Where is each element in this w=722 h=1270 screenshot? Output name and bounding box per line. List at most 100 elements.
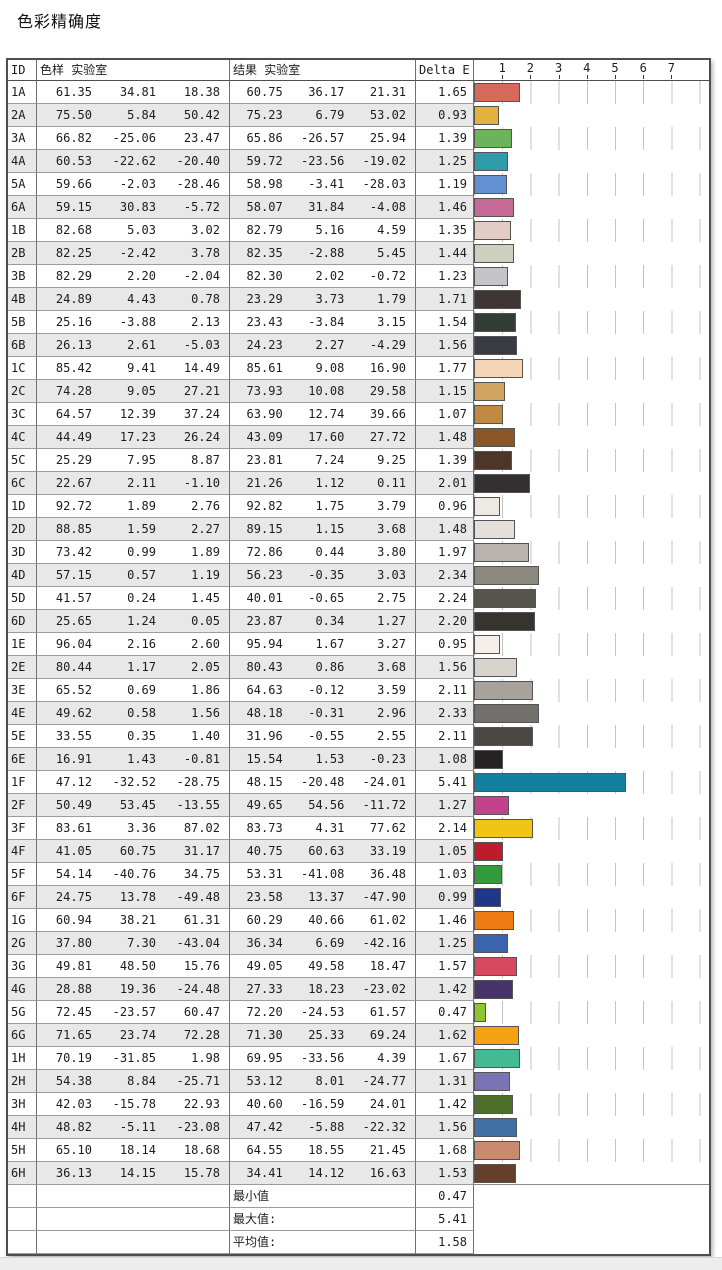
sample-b-value: 14.49 bbox=[183, 361, 220, 375]
result-a-value: 6.69 bbox=[315, 936, 345, 950]
delta-e-bar-cell bbox=[474, 748, 709, 771]
row-id: 4G bbox=[8, 978, 37, 1001]
delta-e-bar bbox=[474, 1003, 486, 1022]
result-l-value: 56.23 bbox=[246, 568, 283, 582]
result-lab-cell: 27.33 18.23 -23.02 bbox=[230, 978, 416, 1001]
result-lab-cell: 23.29 3.73 1.79 bbox=[230, 288, 416, 311]
sample-a-value: 2.11 bbox=[127, 476, 156, 490]
result-l-value: 83.73 bbox=[246, 821, 283, 835]
result-lab-cell: 89.15 1.15 3.68 bbox=[230, 518, 416, 541]
delta-e-value: 2.11 bbox=[416, 679, 474, 702]
axis-tick-label: 7 bbox=[667, 61, 676, 75]
row-id: 5F bbox=[8, 863, 37, 886]
color-accuracy-table: ID 色样 实验室 结果 实验室 Delta E 1 2 3 4 5 6 7 1A 61.3… bbox=[6, 58, 711, 1256]
delta-e-bar bbox=[474, 934, 508, 953]
sample-b-value: -28.46 bbox=[176, 177, 220, 191]
result-b-value: 61.57 bbox=[369, 1005, 407, 1019]
result-a-value: -26.57 bbox=[300, 131, 345, 145]
sample-l-value: 83.61 bbox=[55, 821, 92, 835]
result-l-value: 21.26 bbox=[246, 476, 283, 490]
sample-lab-cell: 24.89 4.43 0.78 bbox=[37, 288, 230, 311]
sample-lab-cell: 47.12 -32.52 -28.75 bbox=[37, 771, 230, 794]
row-id: 3H bbox=[8, 1093, 37, 1116]
result-a-value: -2.88 bbox=[308, 246, 345, 260]
sample-lab-cell: 59.15 30.83 -5.72 bbox=[37, 196, 230, 219]
row-id: 3A bbox=[8, 127, 37, 150]
result-l-value: 23.87 bbox=[246, 614, 283, 628]
sample-l-value: 47.12 bbox=[55, 775, 92, 789]
result-lab-cell: 49.65 54.56 -11.72 bbox=[230, 794, 416, 817]
row-id: 6C bbox=[8, 472, 37, 495]
sample-lab-cell: 44.49 17.23 26.24 bbox=[37, 426, 230, 449]
axis-tick-mark bbox=[502, 75, 504, 79]
result-lab-cell: 82.30 2.02 -0.72 bbox=[230, 265, 416, 288]
row-id: 6A bbox=[8, 196, 37, 219]
result-a-value: 1.15 bbox=[315, 522, 345, 536]
result-b-value: 16.63 bbox=[369, 1166, 407, 1180]
sample-l-value: 72.45 bbox=[55, 1005, 92, 1019]
sample-b-value: -24.48 bbox=[176, 982, 220, 996]
sample-b-value: -13.55 bbox=[176, 798, 220, 812]
sample-lab-cell: 57.15 0.57 1.19 bbox=[37, 564, 230, 587]
sample-lab-cell: 26.13 2.61 -5.03 bbox=[37, 334, 230, 357]
result-b-value: 3.68 bbox=[377, 660, 407, 674]
result-lab-cell: 40.01 -0.65 2.75 bbox=[230, 587, 416, 610]
sample-b-value: 22.93 bbox=[183, 1097, 220, 1111]
delta-e-bar bbox=[474, 842, 503, 861]
sample-l-value: 49.81 bbox=[55, 959, 92, 973]
axis-tick-mark bbox=[586, 75, 588, 79]
sample-a-value: 2.16 bbox=[127, 637, 156, 651]
sample-a-value: 60.75 bbox=[119, 844, 156, 858]
result-a-value: -0.65 bbox=[308, 591, 345, 605]
table-row: 1C 85.42 9.41 14.49 85.61 9.08 16.90 1.7… bbox=[8, 357, 709, 380]
result-lab-cell: 69.95 -33.56 4.39 bbox=[230, 1047, 416, 1070]
delta-e-bar-cell bbox=[474, 564, 709, 587]
result-b-value: 3.80 bbox=[377, 545, 407, 559]
sample-a-value: 1.89 bbox=[127, 499, 156, 513]
sample-l-value: 73.42 bbox=[55, 545, 92, 559]
row-id: 6G bbox=[8, 1024, 37, 1047]
result-a-value: 6.79 bbox=[315, 108, 345, 122]
summary-value: 1.58 bbox=[416, 1231, 474, 1254]
sample-a-value: 2.20 bbox=[127, 269, 156, 283]
sample-l-value: 24.75 bbox=[55, 890, 92, 904]
sample-lab-cell: 74.28 9.05 27.21 bbox=[37, 380, 230, 403]
result-a-value: 54.56 bbox=[308, 798, 345, 812]
result-a-value: 3.73 bbox=[315, 292, 345, 306]
row-id: 5A bbox=[8, 173, 37, 196]
delta-e-bar bbox=[474, 359, 523, 378]
summary-label: 平均值: bbox=[230, 1231, 416, 1254]
delta-e-bar-cell bbox=[474, 150, 709, 173]
sample-l-value: 59.66 bbox=[55, 177, 92, 191]
row-id: 1B bbox=[8, 219, 37, 242]
table-row: 6D 25.65 1.24 0.05 23.87 0.34 1.27 2.20 bbox=[8, 610, 709, 633]
delta-e-value: 1.56 bbox=[416, 334, 474, 357]
delta-e-value: 1.05 bbox=[416, 840, 474, 863]
sample-l-value: 82.29 bbox=[55, 269, 92, 283]
table-row: 1E 96.04 2.16 2.60 95.94 1.67 3.27 0.95 bbox=[8, 633, 709, 656]
delta-e-bar bbox=[474, 175, 507, 194]
sample-b-value: 0.05 bbox=[191, 614, 220, 628]
delta-e-bar-cell bbox=[474, 449, 709, 472]
delta-e-value: 1.65 bbox=[416, 81, 474, 104]
delta-e-bar bbox=[474, 727, 533, 746]
result-l-value: 47.42 bbox=[246, 1120, 283, 1134]
sample-lab-cell: 36.13 14.15 15.78 bbox=[37, 1162, 230, 1185]
result-l-value: 53.12 bbox=[246, 1074, 283, 1088]
summary-empty-chart-cell bbox=[474, 1208, 709, 1231]
delta-e-bar bbox=[474, 244, 514, 263]
result-l-value: 72.20 bbox=[246, 1005, 283, 1019]
result-b-value: 39.66 bbox=[369, 407, 407, 421]
row-id: 4E bbox=[8, 702, 37, 725]
sample-lab-cell: 24.75 13.78 -49.48 bbox=[37, 886, 230, 909]
result-a-value: -3.41 bbox=[308, 177, 345, 191]
table-row: 5A 59.66 -2.03 -28.46 58.98 -3.41 -28.03… bbox=[8, 173, 709, 196]
sample-l-value: 88.85 bbox=[55, 522, 92, 536]
delta-e-value: 1.48 bbox=[416, 518, 474, 541]
result-l-value: 82.79 bbox=[246, 223, 283, 237]
sample-a-value: -3.88 bbox=[119, 315, 156, 329]
delta-e-bar-cell bbox=[474, 380, 709, 403]
sample-l-value: 66.82 bbox=[55, 131, 92, 145]
delta-e-bar-cell bbox=[474, 610, 709, 633]
result-b-value: 5.45 bbox=[377, 246, 407, 260]
